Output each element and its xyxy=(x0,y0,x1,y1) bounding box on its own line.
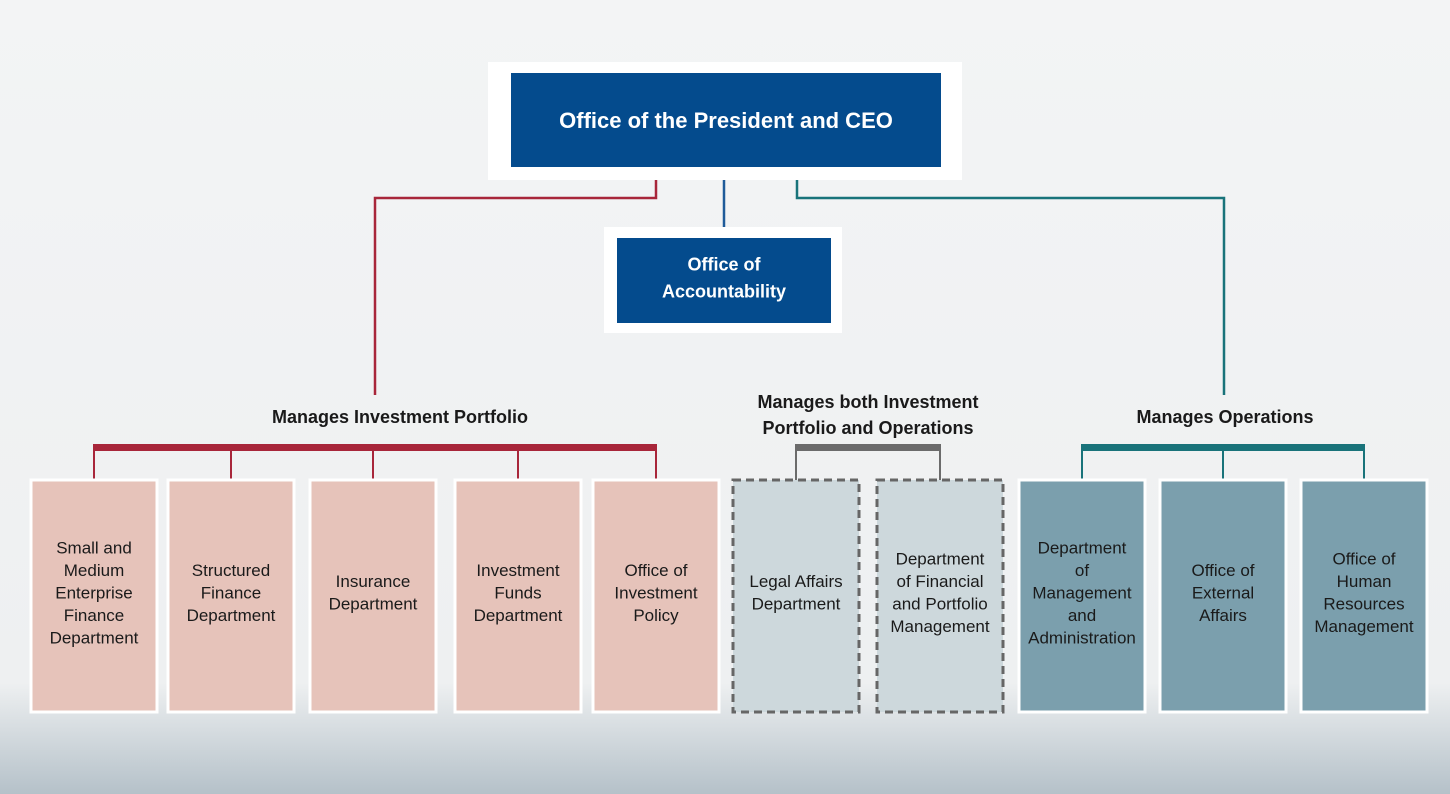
group-label: Manages Operations xyxy=(1136,407,1313,427)
department-label: Office of xyxy=(1192,561,1255,580)
department-label: Funds xyxy=(494,583,541,602)
department-box xyxy=(731,478,861,714)
department-label: Finance xyxy=(64,606,124,625)
department-label: and xyxy=(1068,606,1096,625)
department-label: Investment xyxy=(476,561,559,580)
department-label: Office of xyxy=(1333,550,1396,569)
department-box xyxy=(591,478,721,714)
department-label: Department xyxy=(187,606,276,625)
department-label: Affairs xyxy=(1199,606,1247,625)
department-box xyxy=(453,478,583,714)
department-box xyxy=(29,478,159,714)
department-box xyxy=(1299,478,1429,714)
department-box xyxy=(308,478,438,714)
group-bar xyxy=(795,444,941,451)
department-label: Legal Affairs xyxy=(749,572,842,591)
department-label: Insurance xyxy=(336,572,411,591)
department-label: Enterprise xyxy=(55,583,132,602)
group-label: Manages Investment Portfolio xyxy=(272,407,528,427)
top-box xyxy=(511,73,941,167)
department-box xyxy=(166,478,296,714)
department-label: Investment xyxy=(614,583,697,602)
department-label: Management xyxy=(1032,583,1132,602)
department-label: Policy xyxy=(633,606,679,625)
department-box xyxy=(1017,478,1147,714)
department-label: Administration xyxy=(1028,628,1136,647)
group-label: Manages both Investment xyxy=(757,392,978,412)
department-label: Department xyxy=(1038,538,1127,557)
group-label: Portfolio and Operations xyxy=(762,418,973,438)
department-label: Resources xyxy=(1323,595,1404,614)
department-box xyxy=(1158,478,1288,714)
department-label: Department xyxy=(474,606,563,625)
group-bar xyxy=(93,444,657,451)
accountability-label: Office of xyxy=(687,254,761,274)
connector xyxy=(795,180,1226,395)
department-label: Management xyxy=(1314,617,1414,636)
department-label: of Financial xyxy=(897,572,984,591)
connectors xyxy=(373,180,1226,395)
connector xyxy=(373,180,658,395)
department-label: Small and xyxy=(56,538,132,557)
department-label: Department xyxy=(329,595,418,614)
department-label: Management xyxy=(890,617,990,636)
department-box xyxy=(875,478,1005,714)
accountability-label: Accountability xyxy=(662,281,786,301)
department-label: Structured xyxy=(192,561,270,580)
department-label: Office of xyxy=(625,561,688,580)
department-label: Medium xyxy=(64,561,124,580)
department-label: Human xyxy=(1337,572,1392,591)
top-label: Office of the President and CEO xyxy=(559,108,893,133)
department-label: of xyxy=(1075,561,1089,580)
group-bar xyxy=(1081,444,1365,451)
accountability-box xyxy=(617,238,831,323)
department-label: Finance xyxy=(201,583,261,602)
department-label: External xyxy=(1192,583,1254,602)
department-label: Department xyxy=(896,550,985,569)
department-label: Department xyxy=(752,595,841,614)
department-label: and Portfolio xyxy=(892,595,987,614)
department-label: Department xyxy=(50,628,139,647)
